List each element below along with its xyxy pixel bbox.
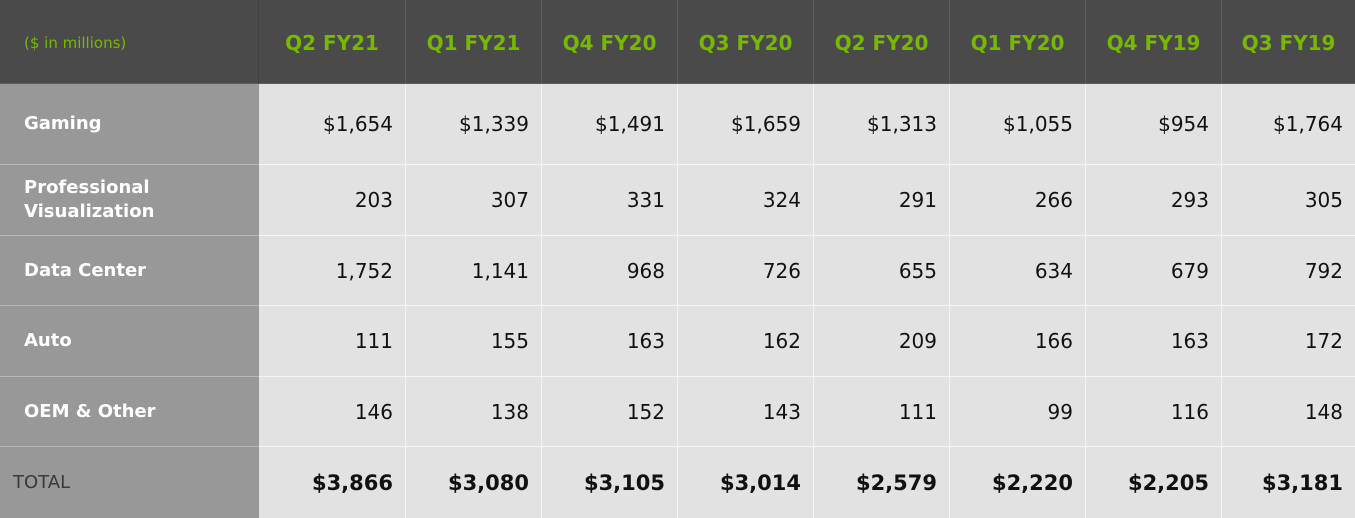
total-cell: $3,181 — [1222, 447, 1355, 518]
total-cell: $3,080 — [406, 447, 542, 518]
units-label: ($ in millions) — [0, 0, 259, 84]
table-cell: 146 — [259, 377, 406, 447]
table-cell: 166 — [950, 306, 1086, 377]
table-cell: 111 — [259, 306, 406, 377]
column-header: Q2 FY21 — [259, 0, 406, 84]
total-label: TOTAL — [0, 447, 259, 518]
table-cell: $1,654 — [259, 84, 406, 165]
table-cell: 324 — [678, 165, 814, 236]
table-cell: 143 — [678, 377, 814, 447]
table-cell: 1,141 — [406, 236, 542, 306]
table-cell: 203 — [259, 165, 406, 236]
column-header: Q3 FY20 — [678, 0, 814, 84]
total-cell: $2,579 — [814, 447, 950, 518]
row-label: Professional Visualization — [0, 165, 259, 236]
table-cell: $954 — [1086, 84, 1222, 165]
table-cell: 138 — [406, 377, 542, 447]
column-header: Q4 FY20 — [542, 0, 678, 84]
table-cell: 968 — [542, 236, 678, 306]
table-cell: 162 — [678, 306, 814, 377]
table-cell: 155 — [406, 306, 542, 377]
total-cell: $2,205 — [1086, 447, 1222, 518]
row-label: Auto — [0, 306, 259, 377]
column-header: Q1 FY20 — [950, 0, 1086, 84]
table-cell: 148 — [1222, 377, 1355, 447]
column-header: Q3 FY19 — [1222, 0, 1355, 84]
table-cell: 152 — [542, 377, 678, 447]
total-cell: $3,014 — [678, 447, 814, 518]
table-cell: 726 — [678, 236, 814, 306]
table-cell: 111 — [814, 377, 950, 447]
table-cell: 209 — [814, 306, 950, 377]
table-cell: $1,659 — [678, 84, 814, 165]
table-cell: 266 — [950, 165, 1086, 236]
total-cell: $3,105 — [542, 447, 678, 518]
table-cell: 679 — [1086, 236, 1222, 306]
table-cell: 293 — [1086, 165, 1222, 236]
table-cell: 163 — [542, 306, 678, 377]
column-header: Q1 FY21 — [406, 0, 542, 84]
column-header: Q4 FY19 — [1086, 0, 1222, 84]
table-cell: 116 — [1086, 377, 1222, 447]
table-cell: $1,764 — [1222, 84, 1355, 165]
table-cell: 163 — [1086, 306, 1222, 377]
total-cell: $2,220 — [950, 447, 1086, 518]
table-cell: $1,055 — [950, 84, 1086, 165]
column-header: Q2 FY20 — [814, 0, 950, 84]
table-cell: $1,339 — [406, 84, 542, 165]
total-cell: $3,866 — [259, 447, 406, 518]
table-cell: 305 — [1222, 165, 1355, 236]
table-cell: 792 — [1222, 236, 1355, 306]
row-label: Data Center — [0, 236, 259, 306]
table-cell: $1,313 — [814, 84, 950, 165]
table-cell: 331 — [542, 165, 678, 236]
table-cell: $1,491 — [542, 84, 678, 165]
table-cell: 634 — [950, 236, 1086, 306]
table-cell: 655 — [814, 236, 950, 306]
table-cell: 172 — [1222, 306, 1355, 377]
table-cell: 291 — [814, 165, 950, 236]
table-cell: 307 — [406, 165, 542, 236]
row-label: OEM & Other — [0, 377, 259, 447]
row-label: Gaming — [0, 84, 259, 165]
table-cell: 99 — [950, 377, 1086, 447]
table-cell: 1,752 — [259, 236, 406, 306]
